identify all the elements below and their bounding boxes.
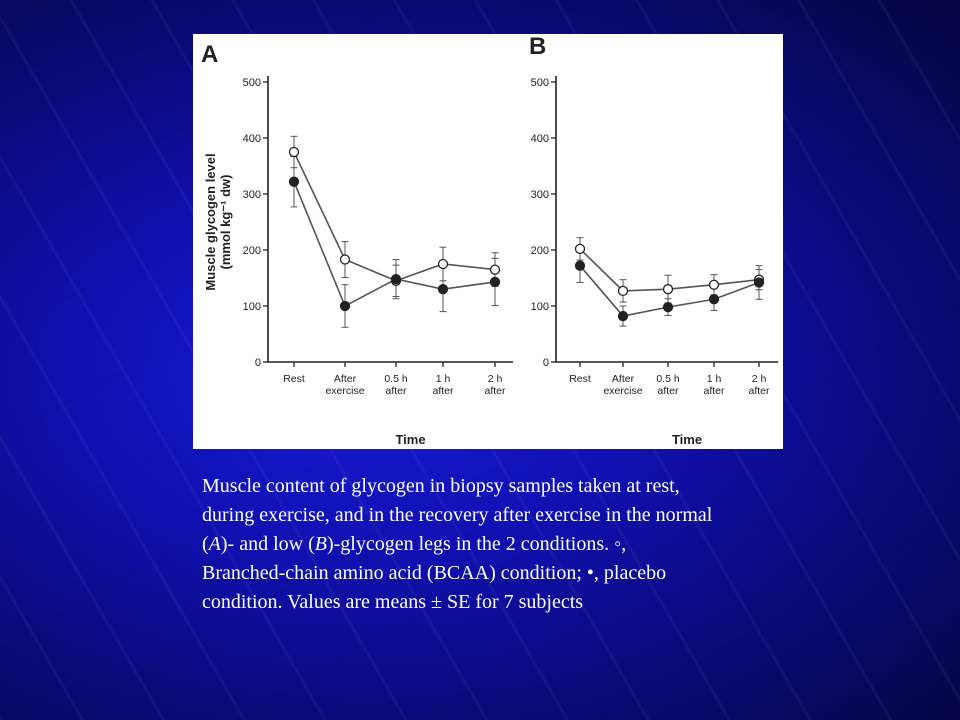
panel-a-xtick-label-1-line-2: exercise — [325, 385, 364, 397]
panel-a-series-open-line — [293, 151, 496, 282]
panel-a-series-open-point-0 — [288, 146, 300, 158]
panel-a-xtick-label-3-line-2: after — [432, 385, 454, 397]
panel-a-ytick-label-0: 0 — [255, 357, 261, 369]
panel-b-label: B — [529, 34, 546, 60]
caption-line-2: during exercise, and in the recovery aft… — [202, 504, 713, 526]
panel-a-xtick-label-3-line-1: 1 h — [436, 373, 451, 385]
caption-panel-b-ref: B — [314, 533, 327, 555]
panel-b-series-filled-point-2 — [662, 301, 674, 313]
caption-line-3-end: )-glycogen legs in the 2 conditions. ◦, — [326, 533, 627, 555]
panel-a-label: A — [201, 41, 218, 68]
panel-b-xtick-label-4-line-1: 2 h — [752, 373, 767, 385]
caption-line-5: condition. Values are means ± SE for 7 s… — [202, 591, 584, 613]
panel-a-series-open-point-1 — [339, 254, 351, 265]
caption-line-1: Muscle content of glycogen in biopsy sam… — [202, 475, 680, 497]
panel-a-series-filled-point-1 — [339, 300, 351, 312]
panel-b-series-filled-point-4 — [753, 277, 765, 288]
panel-b-series-open-point-1 — [617, 285, 629, 297]
panel-a-ytick-label-400: 400 — [243, 133, 261, 145]
caption-panel-a-ref: A — [208, 533, 221, 555]
panel-a-x-axis-title: Time — [395, 432, 425, 447]
panel-b-series-filled-point-1 — [617, 310, 629, 322]
panel-b-ytick-label-400: 400 — [531, 133, 549, 145]
panel-b-series-open-point-3 — [708, 279, 720, 290]
caption-line-3-open: ( — [202, 533, 209, 555]
panel-a-ytick-label-300: 300 — [243, 189, 261, 201]
panel-b-series-filled-point-0 — [574, 260, 586, 271]
panel-a-series-filled-point-2 — [390, 273, 402, 285]
panel-a-series-open-point-4 — [489, 264, 501, 275]
panel-a-xtick-label-1-line-1: After — [334, 373, 357, 385]
panel-b-xtick-label-0: Rest — [569, 373, 591, 385]
panel-a-series-filled-point-4 — [489, 276, 501, 288]
panel-a-series-filled-point-3 — [437, 284, 449, 295]
panel-b-ytick-label-300: 300 — [531, 189, 549, 201]
panel-b-ytick-label-100: 100 — [531, 301, 549, 313]
panel-b-xtick-label-2-line-1: 0.5 h — [656, 373, 680, 385]
panel-b-x-axis-title: Time — [672, 432, 702, 447]
panel-b-ytick-label-500: 500 — [531, 77, 549, 89]
panel-a-ytick-label-200: 200 — [243, 245, 261, 257]
panel-b-series-open-point-2 — [662, 284, 674, 295]
panel-b-ytick-label-0: 0 — [543, 357, 549, 369]
panel-b-series-filled-point-3 — [708, 294, 720, 305]
panel-b-xtick-label-4-line-2: after — [748, 385, 770, 397]
panel-a-xtick-label-0: Rest — [283, 373, 305, 385]
panel-b-series-open-point-0 — [574, 243, 586, 255]
panel-b-xtick-label-1-line-2: exercise — [603, 385, 642, 397]
figure-caption: Muscle content of glycogen in biopsy sam… — [202, 472, 842, 617]
panel-a-series-open-point-3 — [437, 258, 449, 270]
caption-line-4: Branched-chain amino acid (BCAA) conditi… — [202, 562, 667, 584]
panel-b-xtick-label-3-line-2: after — [703, 385, 725, 397]
panel-a-xtick-label-2-line-2: after — [385, 385, 407, 397]
panel-a-y-axis-title-line-2: (mmol kg⁻¹ dw) — [218, 175, 233, 270]
panel-a-series-filled-line — [293, 181, 496, 308]
panel-a-xtick-label-4-line-2: after — [484, 385, 506, 397]
panel-b-xtick-label-3-line-1: 1 h — [707, 373, 722, 385]
panel-b-ytick-label-200: 200 — [531, 245, 549, 257]
panel-a-series-filled-point-0 — [288, 176, 300, 187]
panel-a-ytick-label-100: 100 — [243, 301, 261, 313]
caption-line-3-mid: )- and low ( — [220, 533, 315, 555]
panel-a-xtick-label-4-line-1: 2 h — [488, 373, 503, 385]
panel-b-xtick-label-1-line-1: After — [612, 373, 635, 385]
caption-line-3: (A)- and low (B)-glycogen legs in the 2 … — [202, 530, 842, 559]
panel-a-ytick-label-500: 500 — [243, 77, 261, 89]
panel-a-xtick-label-2-line-1: 0.5 h — [384, 373, 408, 385]
panel-a-y-axis-title-line-1: Muscle glycogen level — [203, 153, 218, 290]
panel-b-xtick-label-2-line-2: after — [657, 385, 679, 397]
